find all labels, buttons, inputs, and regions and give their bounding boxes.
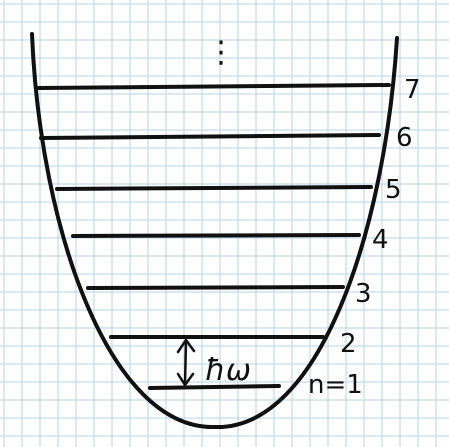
level-label-2: 2 bbox=[340, 329, 357, 359]
ellipsis: ⋮ bbox=[206, 35, 236, 70]
energy-level-7 bbox=[37, 83, 391, 90]
level-label-4: 4 bbox=[372, 225, 389, 255]
energy-level-5 bbox=[55, 185, 373, 191]
energy-level-1 bbox=[148, 384, 281, 390]
level-label-1: n=1 bbox=[308, 370, 363, 400]
potential-well-curve bbox=[30, 32, 399, 430]
energy-level-3 bbox=[86, 285, 345, 290]
level-label-7: 7 bbox=[404, 75, 421, 105]
spacing-label: ħω bbox=[205, 353, 251, 388]
level-label-6: 6 bbox=[396, 123, 413, 153]
level-label-3: 3 bbox=[355, 279, 372, 309]
level-label-5: 5 bbox=[385, 175, 402, 205]
spacing-arrow bbox=[176, 338, 196, 387]
energy-level-4 bbox=[71, 233, 361, 238]
energy-level-6 bbox=[39, 133, 381, 140]
